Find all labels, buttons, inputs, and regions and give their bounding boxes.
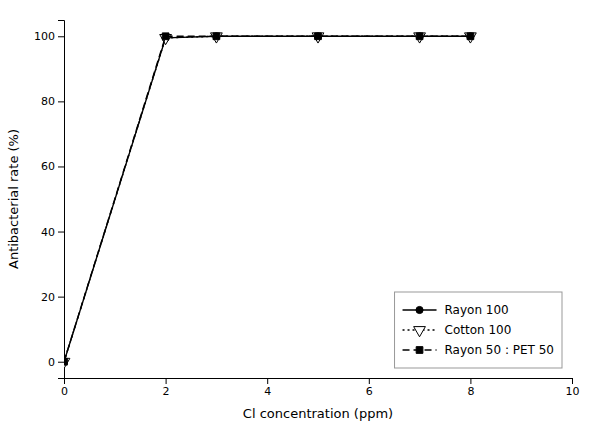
y-axis: 0 20 40 60 80 100: [34, 21, 65, 379]
tick-label: 6: [366, 385, 373, 398]
marker: [314, 33, 321, 40]
axis-line: [58, 21, 65, 379]
tick: 100: [34, 30, 64, 43]
tick-label: 40: [41, 226, 55, 239]
tick-mark: [572, 378, 573, 384]
tick-label: 2: [163, 385, 170, 398]
marker: [416, 33, 423, 40]
tick: 0: [61, 378, 68, 398]
tick-mark: [58, 297, 64, 298]
marker: [211, 33, 223, 43]
legend: Rayon 100 Cotton 100 Rayon 50 : PET 50: [395, 292, 562, 368]
tick-mark: [369, 378, 370, 384]
marker: [64, 358, 70, 368]
marker: [213, 33, 220, 40]
marker: [414, 33, 426, 43]
tick: 0: [48, 356, 64, 369]
tick-mark: [58, 166, 64, 167]
tick-label: 10: [566, 385, 580, 398]
legend-label: Cotton 100: [445, 323, 512, 337]
tick-mark: [58, 101, 64, 102]
marker: [312, 33, 324, 43]
legend-label: Rayon 100: [445, 303, 509, 317]
legend-frame: [395, 292, 562, 368]
marker: [467, 33, 474, 40]
tick: 60: [41, 160, 64, 173]
legend-item: Cotton 100: [403, 323, 512, 337]
marker: [64, 358, 67, 365]
legend-label: Rayon 50 : PET 50: [445, 343, 554, 357]
tick: 8: [467, 378, 474, 398]
tick-mark: [58, 232, 64, 233]
marker: [162, 33, 169, 40]
tick-label: 20: [41, 291, 55, 304]
legend-item: Rayon 50 : PET 50: [403, 343, 554, 357]
tick: 40: [41, 226, 64, 239]
axis-line: [65, 379, 573, 385]
tick-label: 60: [41, 160, 55, 173]
tick-label: 100: [34, 30, 55, 43]
legend-item: Rayon 100: [403, 303, 509, 317]
marker: [64, 358, 68, 365]
tick-label: 8: [467, 385, 474, 398]
x-axis-title: Cl concentration (ppm): [243, 406, 393, 421]
tick-label: 0: [48, 356, 55, 369]
tick-mark: [58, 36, 64, 37]
marker: [467, 33, 474, 40]
legend-marker: [414, 327, 426, 337]
tick: 6: [366, 378, 373, 398]
tick-mark: [267, 378, 268, 384]
chart: 0246810020406080100Rayon 100Cotton 100Ra…: [0, 0, 596, 430]
legend-marker: [416, 347, 423, 354]
tick: 80: [41, 95, 64, 108]
marker: [213, 33, 220, 40]
tick: 10: [566, 378, 580, 398]
tick-label: 4: [264, 385, 271, 398]
marker: [465, 33, 477, 43]
tick-mark: [166, 378, 167, 384]
plot: 0246810020406080100Rayon 100Cotton 100Ra…: [34, 21, 580, 398]
legend-marker: [416, 306, 423, 313]
tick-mark: [470, 378, 471, 384]
tick: 2: [163, 378, 170, 398]
tick: 20: [41, 291, 64, 304]
marker: [315, 33, 322, 40]
tick-mark: [58, 362, 64, 363]
tick: 4: [264, 378, 271, 398]
tick-label: 80: [41, 95, 55, 108]
marker: [416, 33, 423, 40]
y-axis-title: Antibacterial rate (%): [6, 129, 21, 269]
tick-label: 0: [61, 385, 68, 398]
x-axis: 0 2 4 6 8 10: [61, 378, 580, 398]
